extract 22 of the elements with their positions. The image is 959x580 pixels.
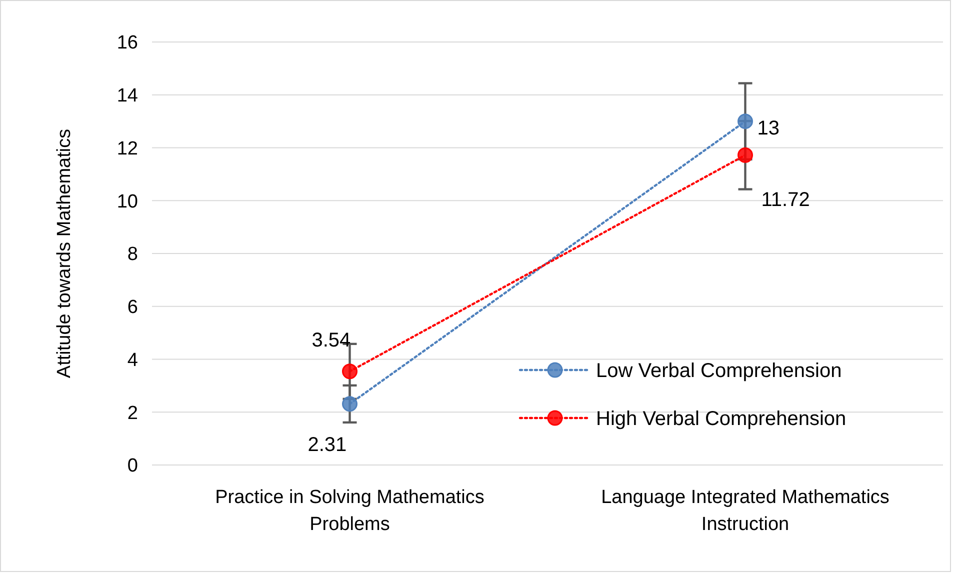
y-tick-label: 4 [127, 350, 138, 371]
y-axis-title: Attitude towards Mathematics [54, 128, 75, 378]
point [342, 364, 358, 380]
y-tick-label: 14 [116, 86, 138, 107]
y-tick-label: 16 [116, 32, 138, 54]
y-tick-label: 0 [127, 456, 138, 477]
data-label: 3.54 [312, 329, 351, 352]
x-tick-label: Language Integrated Mathematics Instruction [601, 487, 890, 535]
y-tick-label: 8 [127, 244, 138, 266]
y-tick-label: 10 [116, 191, 138, 212]
point [738, 114, 753, 130]
y-tick-label: 12 [116, 138, 138, 160]
legend-label: High Verbal Comprehension [596, 408, 846, 430]
point [738, 147, 753, 163]
x-tick-label: Practice in Solving Mathematics Problems [215, 487, 484, 535]
data-label: 11.72 [761, 189, 810, 212]
y-tick-label: 2 [127, 402, 138, 424]
point [342, 396, 358, 412]
legend-label: Low Verbal Comprehension [596, 360, 842, 382]
data-label: 2.31 [308, 434, 347, 456]
y-tick-label: 6 [127, 297, 138, 318]
data-label: 13 [757, 117, 780, 140]
